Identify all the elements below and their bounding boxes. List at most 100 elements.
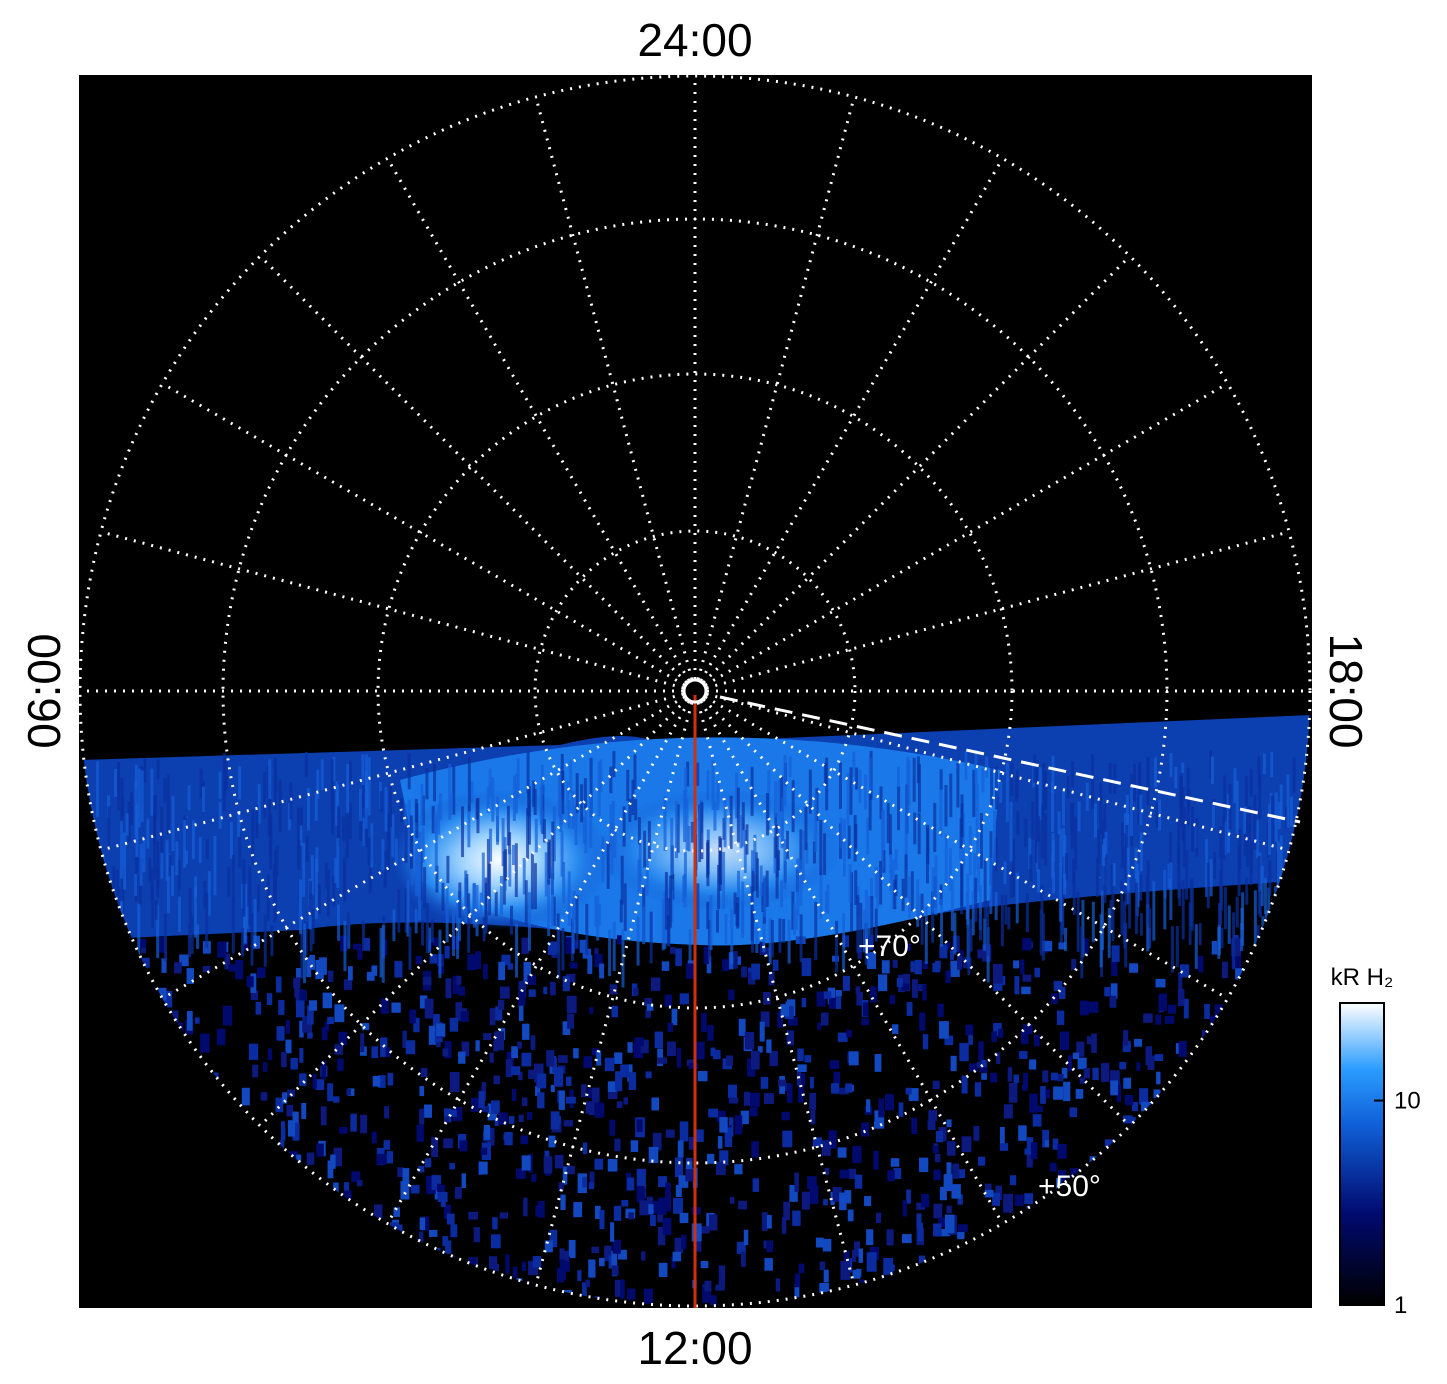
noise-pixel (673, 1197, 683, 1214)
noise-pixel (1033, 1034, 1040, 1047)
noise-pixel (532, 1256, 542, 1268)
streak (533, 863, 537, 910)
noise-pixel (639, 1200, 649, 1216)
noise-pixel (957, 1224, 968, 1232)
noise-pixel (454, 1187, 462, 1199)
noise-pixel (674, 1157, 683, 1178)
streak (1061, 889, 1065, 934)
streak (238, 766, 242, 800)
streak (1179, 804, 1183, 827)
noise-pixel (827, 987, 836, 1005)
streak (324, 862, 328, 889)
streak (897, 786, 901, 831)
streak (1240, 908, 1244, 931)
streak (583, 778, 587, 809)
noise-pixel (873, 1150, 879, 1170)
noise-pixel (866, 951, 877, 970)
noise-pixel (591, 1048, 600, 1056)
streak (127, 801, 131, 843)
noise-pixel (552, 1057, 557, 1073)
noise-pixel (1076, 1041, 1085, 1057)
noise-pixel (280, 1121, 286, 1141)
noise-pixel (768, 971, 775, 986)
noise-pixel (1104, 1139, 1115, 1148)
streak (190, 915, 194, 955)
noise-pixel (579, 939, 588, 953)
noise-pixel (919, 1157, 929, 1172)
streak (979, 913, 983, 941)
noise-pixel (667, 1023, 674, 1033)
streak (814, 793, 818, 853)
streak (961, 813, 965, 868)
noise-pixel (794, 1172, 799, 1192)
noise-pixel (992, 964, 1003, 984)
noise-pixel (522, 1097, 528, 1107)
noise-pixel (952, 1163, 960, 1179)
streak (1286, 774, 1290, 828)
streak (778, 918, 782, 953)
streak (448, 763, 452, 820)
streak (971, 891, 975, 936)
streak (1163, 869, 1167, 930)
noise-pixel (443, 1204, 452, 1219)
noise-pixel (299, 1073, 307, 1086)
noise-pixel (1020, 959, 1025, 975)
streak (1015, 872, 1019, 924)
streak (571, 790, 575, 830)
noise-pixel (921, 1194, 930, 1208)
streak (715, 909, 719, 933)
noise-pixel (832, 1186, 842, 1202)
noise-pixel (1204, 1003, 1210, 1019)
streak (621, 929, 625, 988)
streak (361, 754, 365, 786)
noise-pixel (607, 1081, 617, 1092)
noise-pixel (764, 1093, 774, 1104)
streak (370, 823, 374, 868)
streak (780, 880, 784, 908)
noise-pixel (1022, 1023, 1033, 1035)
noise-pixel (200, 1033, 210, 1053)
streak (688, 929, 692, 962)
noise-pixel (918, 984, 927, 992)
streak (346, 763, 350, 815)
streak (1245, 877, 1249, 905)
noise-pixel (447, 991, 452, 998)
noise-pixel (431, 1175, 442, 1190)
streak (1246, 813, 1250, 868)
noise-pixel (905, 943, 912, 952)
streak (805, 842, 809, 864)
streak (916, 879, 920, 927)
noise-pixel (356, 1180, 363, 1187)
noise-pixel (945, 970, 951, 984)
streak (642, 906, 646, 945)
noise-pixel (266, 993, 273, 1006)
streak (467, 893, 471, 953)
noise-pixel (798, 1263, 805, 1274)
grid-spoke (100, 530, 684, 690)
streak (1101, 844, 1105, 867)
streak (561, 927, 565, 971)
streak (229, 821, 233, 859)
noise-pixel (775, 1278, 781, 1292)
streak (515, 924, 519, 978)
noise-pixel (1131, 1102, 1139, 1112)
streak (489, 828, 493, 862)
noise-pixel (662, 1217, 672, 1235)
noise-pixel (686, 963, 696, 979)
streak (557, 772, 561, 817)
streak (1095, 857, 1099, 897)
noise-pixel (309, 954, 315, 970)
noise-pixel (797, 1084, 804, 1103)
noise-pixel (548, 1135, 556, 1148)
streak (1072, 858, 1076, 884)
streak (765, 870, 769, 907)
noise-pixel (875, 1212, 882, 1224)
noise-pixel (652, 1132, 662, 1151)
streak (343, 921, 347, 972)
noise-pixel (914, 959, 922, 975)
streak (121, 795, 125, 818)
noise-pixel (518, 1071, 523, 1081)
noise-pixel (760, 1011, 770, 1028)
streak (205, 892, 209, 949)
noise-pixel (521, 1052, 532, 1067)
